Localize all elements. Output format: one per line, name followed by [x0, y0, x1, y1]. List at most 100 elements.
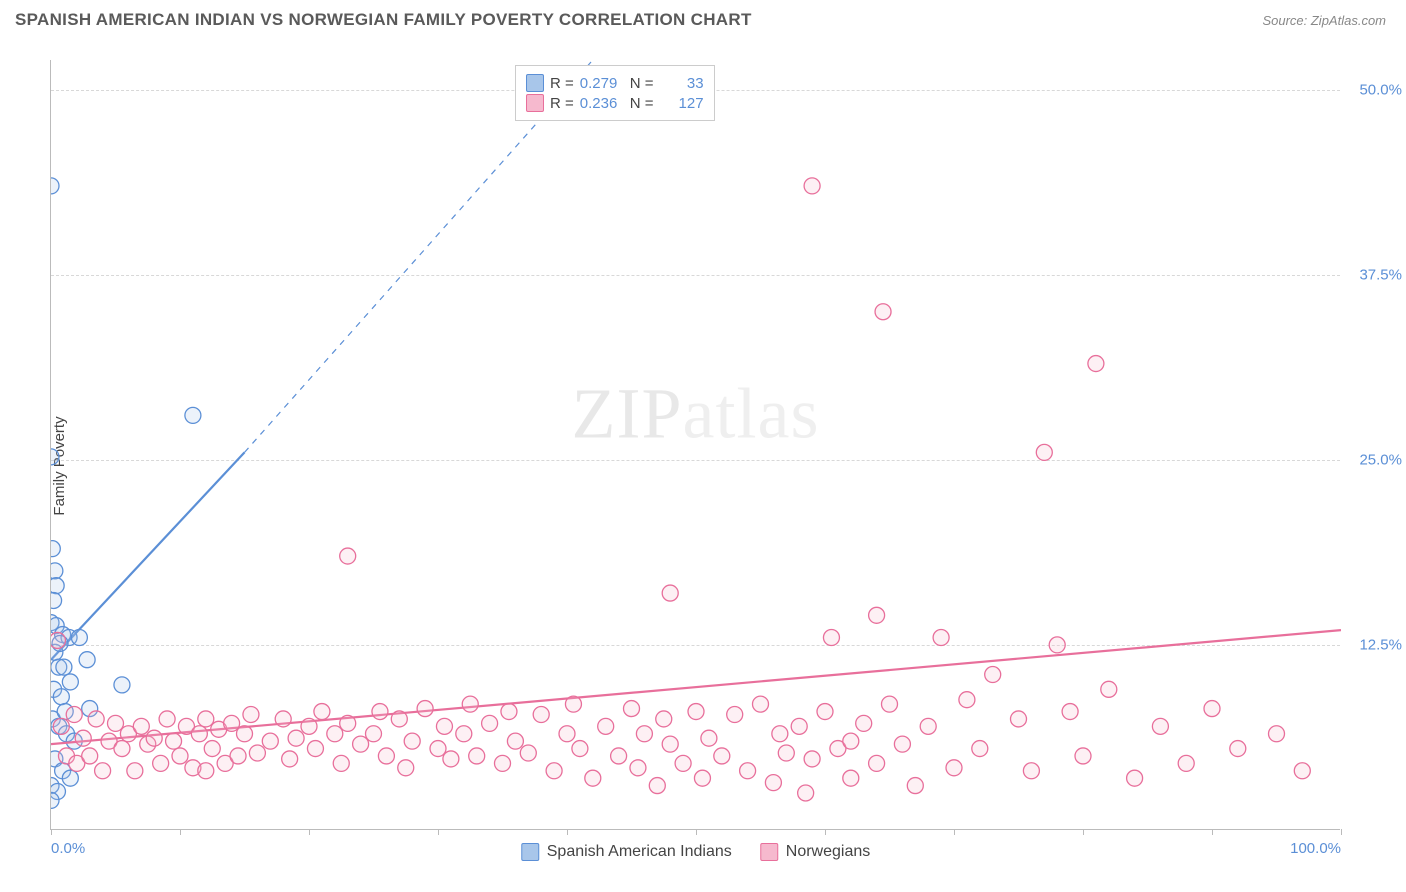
data-point	[398, 760, 414, 776]
data-point	[598, 718, 614, 734]
data-point	[198, 711, 214, 727]
data-point	[714, 748, 730, 764]
legend-swatch-icon	[760, 843, 778, 861]
data-point	[185, 407, 201, 423]
data-point	[95, 763, 111, 779]
data-point	[230, 748, 246, 764]
data-point	[307, 741, 323, 757]
data-point	[482, 715, 498, 731]
y-tick-label: 37.5%	[1359, 266, 1402, 283]
data-point	[204, 741, 220, 757]
data-point	[462, 696, 478, 712]
chart-title: SPANISH AMERICAN INDIAN VS NORWEGIAN FAM…	[15, 10, 752, 30]
corr-r-value: 0.279	[580, 75, 624, 92]
data-point	[159, 711, 175, 727]
data-point	[51, 541, 60, 557]
data-point	[572, 741, 588, 757]
data-point	[243, 707, 259, 723]
data-point	[1127, 770, 1143, 786]
correlation-row: R =0.279N =33	[526, 74, 704, 92]
data-point	[56, 659, 72, 675]
data-point	[985, 667, 1001, 683]
data-point	[114, 741, 130, 757]
data-point	[1088, 356, 1104, 372]
data-point	[62, 770, 78, 786]
data-point	[559, 726, 575, 742]
correlation-legend: R =0.279N =33R =0.236N =127	[515, 65, 715, 121]
data-point	[404, 733, 420, 749]
data-point	[920, 718, 936, 734]
data-point	[1075, 748, 1091, 764]
data-point	[959, 692, 975, 708]
data-point	[1036, 444, 1052, 460]
data-point	[79, 652, 95, 668]
legend-label: Norwegians	[786, 843, 870, 861]
y-tick-label: 25.0%	[1359, 451, 1402, 468]
data-point	[114, 677, 130, 693]
data-point	[146, 730, 162, 746]
data-point	[1178, 755, 1194, 771]
x-tick-label: 100.0%	[1290, 840, 1341, 857]
data-point	[430, 741, 446, 757]
chart-header: SPANISH AMERICAN INDIAN VS NORWEGIAN FAM…	[0, 0, 1406, 35]
data-point	[843, 770, 859, 786]
data-point	[51, 563, 63, 579]
data-point	[869, 755, 885, 771]
data-point	[391, 711, 407, 727]
chart-source: Source: ZipAtlas.com	[1262, 13, 1386, 28]
data-point	[585, 770, 601, 786]
plot-region: ZIPatlas 12.5%25.0%37.5%50.0%0.0%100.0%R…	[50, 60, 1340, 830]
data-point	[907, 778, 923, 794]
data-point	[1152, 718, 1168, 734]
data-point	[372, 704, 388, 720]
data-point	[51, 178, 59, 194]
correlation-row: R = 0.236 N = 127	[526, 94, 704, 112]
corr-n-key: N =	[630, 95, 654, 112]
data-point	[565, 696, 581, 712]
data-point	[1269, 726, 1285, 742]
data-point	[804, 751, 820, 767]
corr-r-key: R =	[550, 95, 574, 112]
data-point	[443, 751, 459, 767]
corr-r-value: 0.236	[580, 95, 624, 112]
data-point	[656, 711, 672, 727]
scatter-svg	[51, 60, 1341, 830]
data-point	[501, 704, 517, 720]
data-point	[765, 775, 781, 791]
data-point	[1011, 711, 1027, 727]
data-point	[53, 718, 69, 734]
data-point	[456, 726, 472, 742]
data-point	[1049, 637, 1065, 653]
data-point	[946, 760, 962, 776]
data-point	[314, 704, 330, 720]
data-point	[546, 763, 562, 779]
data-point	[798, 785, 814, 801]
data-point	[53, 689, 69, 705]
legend-item: Norwegians	[760, 843, 870, 861]
corr-n-value: 127	[660, 95, 704, 112]
data-point	[62, 674, 78, 690]
corr-n-key: N =	[630, 75, 654, 92]
data-point	[772, 726, 788, 742]
data-point	[662, 585, 678, 601]
series-legend: Spanish American IndiansNorwegians	[521, 843, 870, 861]
data-point	[301, 718, 317, 734]
data-point	[224, 715, 240, 731]
data-point	[166, 733, 182, 749]
data-point	[417, 701, 433, 717]
data-point	[804, 178, 820, 194]
data-point	[882, 696, 898, 712]
data-point	[1023, 763, 1039, 779]
data-point	[327, 726, 343, 742]
data-point	[1101, 681, 1117, 697]
data-point	[82, 748, 98, 764]
data-point	[469, 748, 485, 764]
data-point	[436, 718, 452, 734]
data-point	[172, 748, 188, 764]
data-point	[507, 733, 523, 749]
corr-r-key: R =	[550, 75, 574, 92]
trend-line	[51, 452, 245, 659]
data-point	[282, 751, 298, 767]
legend-swatch-icon	[521, 843, 539, 861]
data-point	[694, 770, 710, 786]
